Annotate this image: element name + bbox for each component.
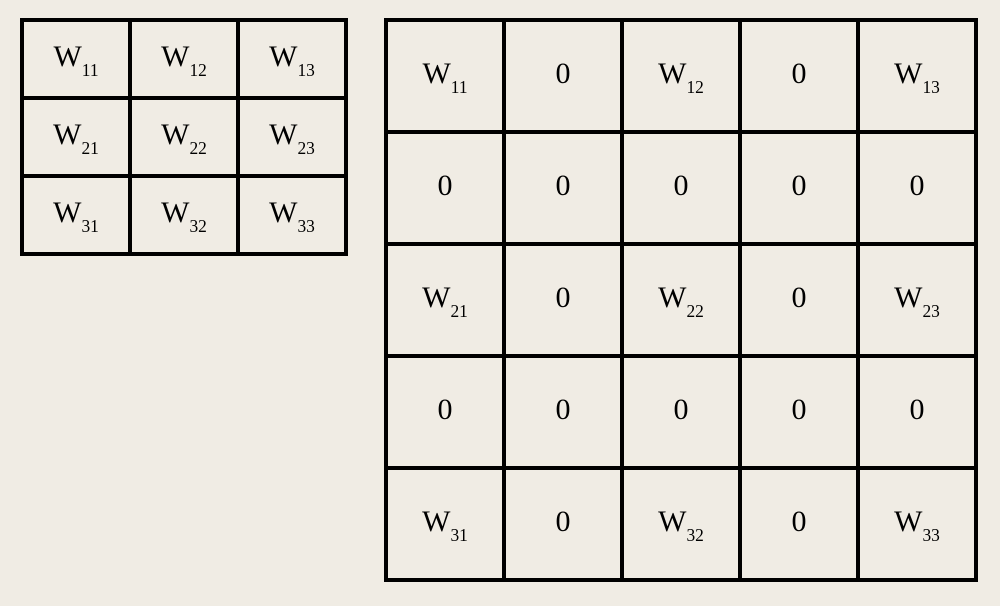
cell-base: W: [658, 281, 686, 314]
cell-base: 0: [556, 281, 571, 314]
cell-base: 0: [792, 281, 807, 314]
cell-sub: 21: [450, 301, 467, 321]
cell: 0: [504, 244, 622, 356]
cell-base: 0: [792, 505, 807, 538]
cell-base: 0: [674, 169, 689, 202]
cell-base: W: [894, 505, 922, 538]
cell-sub: 11: [82, 60, 99, 80]
cell-sub: 32: [189, 216, 206, 236]
cell-base: 0: [438, 169, 453, 202]
cell-base: 0: [674, 393, 689, 426]
cell-base: W: [161, 40, 189, 73]
cell: W23: [238, 98, 346, 176]
cell-sub: 13: [922, 77, 939, 97]
cell: W22: [622, 244, 740, 356]
cell: 0: [740, 132, 858, 244]
cell: W11: [22, 20, 130, 98]
figure-container: W11 W12 W13 W21 W22 W23 W31 W32 W33 W11 …: [0, 0, 1000, 600]
cell: 0: [622, 132, 740, 244]
table-row: W31 W32 W33: [22, 176, 346, 254]
cell: 0: [622, 356, 740, 468]
kernel-3x3-table: W11 W12 W13 W21 W22 W23 W31 W32 W33: [20, 18, 348, 256]
cell-base: 0: [556, 169, 571, 202]
cell: W13: [858, 20, 976, 132]
table-row: W31 0 W32 0 W33: [386, 468, 976, 580]
cell: W12: [130, 20, 238, 98]
cell-base: 0: [910, 393, 925, 426]
cell: W32: [622, 468, 740, 580]
cell-base: W: [422, 505, 450, 538]
cell-base: 0: [556, 57, 571, 90]
cell-sub: 31: [450, 525, 467, 545]
cell: W12: [622, 20, 740, 132]
cell: W22: [130, 98, 238, 176]
table-row: 0 0 0 0 0: [386, 132, 976, 244]
cell: 0: [504, 468, 622, 580]
cell: 0: [858, 132, 976, 244]
cell: W21: [22, 98, 130, 176]
cell: W13: [238, 20, 346, 98]
cell-sub: 22: [189, 138, 206, 158]
cell: 0: [740, 244, 858, 356]
cell: 0: [386, 132, 504, 244]
cell: 0: [858, 356, 976, 468]
cell-base: 0: [556, 393, 571, 426]
cell-base: W: [894, 281, 922, 314]
cell: W23: [858, 244, 976, 356]
cell-sub: 11: [451, 77, 468, 97]
cell: 0: [386, 356, 504, 468]
cell-base: W: [53, 118, 81, 151]
cell: 0: [504, 356, 622, 468]
cell-sub: 32: [686, 525, 703, 545]
cell-base: W: [161, 118, 189, 151]
cell-sub: 13: [297, 60, 314, 80]
cell: 0: [504, 20, 622, 132]
cell-base: 0: [556, 505, 571, 538]
cell: W32: [130, 176, 238, 254]
table-row: W11 0 W12 0 W13: [386, 20, 976, 132]
cell-base: W: [53, 40, 81, 73]
table-row: W21 0 W22 0 W23: [386, 244, 976, 356]
cell-base: 0: [910, 169, 925, 202]
cell-base: W: [658, 505, 686, 538]
cell-sub: 22: [686, 301, 703, 321]
cell: W31: [22, 176, 130, 254]
cell: 0: [740, 20, 858, 132]
cell-base: W: [894, 57, 922, 90]
cell-base: W: [161, 196, 189, 229]
cell-base: W: [269, 118, 297, 151]
cell: W11: [386, 20, 504, 132]
cell-sub: 31: [81, 216, 98, 236]
table-row: W11 W12 W13: [22, 20, 346, 98]
cell: 0: [504, 132, 622, 244]
cell-base: 0: [792, 169, 807, 202]
cell-base: W: [422, 281, 450, 314]
cell-base: W: [658, 57, 686, 90]
cell: W21: [386, 244, 504, 356]
cell-base: W: [53, 196, 81, 229]
dilated-5x5-table: W11 0 W12 0 W13 0 0 0 0 0 W21 0 W22 0 W2…: [384, 18, 978, 582]
cell-sub: 23: [922, 301, 939, 321]
cell-base: 0: [792, 393, 807, 426]
cell: W33: [238, 176, 346, 254]
cell-base: W: [269, 196, 297, 229]
cell-sub: 21: [81, 138, 98, 158]
table-row: W21 W22 W23: [22, 98, 346, 176]
cell: 0: [740, 468, 858, 580]
cell-base: W: [422, 57, 450, 90]
cell-sub: 23: [297, 138, 314, 158]
table-row: 0 0 0 0 0: [386, 356, 976, 468]
cell-sub: 33: [297, 216, 314, 236]
cell-sub: 33: [922, 525, 939, 545]
cell: W31: [386, 468, 504, 580]
cell-sub: 12: [189, 60, 206, 80]
cell-base: 0: [792, 57, 807, 90]
cell-base: 0: [438, 393, 453, 426]
cell-sub: 12: [686, 77, 703, 97]
cell: 0: [740, 356, 858, 468]
cell-base: W: [269, 40, 297, 73]
cell: W33: [858, 468, 976, 580]
